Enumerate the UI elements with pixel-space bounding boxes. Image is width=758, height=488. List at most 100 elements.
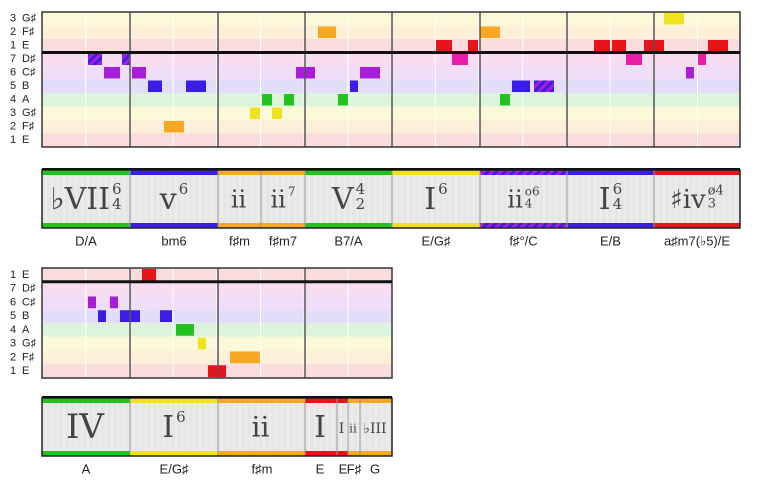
row-degree: 3: [10, 107, 16, 119]
chord-band: [392, 223, 480, 228]
note: [534, 80, 554, 92]
chord-box: [130, 170, 218, 228]
note: [318, 26, 336, 38]
chord-band: [360, 398, 392, 403]
chord-band: [348, 398, 360, 403]
note: [198, 337, 206, 350]
note: [468, 40, 478, 52]
chord-band: [218, 223, 261, 228]
note: [262, 94, 272, 106]
chord-band: [348, 451, 360, 456]
chord-band: [261, 223, 305, 228]
row-note: G♯: [22, 107, 37, 119]
chord-name: G: [370, 461, 380, 476]
figure: 7: [288, 184, 296, 198]
row-degree: 4: [10, 94, 16, 106]
chord-band: [42, 223, 130, 228]
note: [186, 80, 206, 92]
row-note: B: [22, 310, 29, 322]
roman-numeral: ♭VII: [50, 182, 110, 217]
note: [626, 53, 642, 65]
row-bg: [42, 79, 740, 93]
roman-numeral: ♭III: [363, 421, 386, 437]
chord-name: B7/A: [334, 233, 363, 248]
chord-band: [360, 451, 392, 456]
chord-box: [337, 398, 348, 456]
row-bg: [42, 25, 740, 39]
note: [148, 80, 162, 92]
note: [436, 40, 452, 52]
chord-name: E: [316, 461, 325, 476]
figure: 2: [356, 195, 366, 213]
row-degree: 6: [10, 67, 16, 79]
chord-band: [654, 170, 740, 175]
row-degree: 2: [10, 351, 16, 363]
figure: 6: [176, 408, 186, 426]
row-bg: [42, 133, 740, 147]
note: [132, 67, 146, 79]
chord-box: [305, 170, 392, 228]
chord-band: [130, 398, 218, 403]
row-note: F♯: [22, 121, 35, 133]
chord-band: [654, 223, 740, 228]
row-note: E: [22, 269, 29, 281]
figure: 3: [708, 197, 716, 212]
note: [350, 80, 358, 92]
chord-band: [567, 170, 654, 175]
chord-name: a♯m7(♭5)/E: [664, 233, 730, 248]
row-note: G♯: [22, 338, 37, 350]
row-degree: 7: [10, 53, 16, 65]
roman-numeral: ii: [252, 411, 270, 444]
chord-name: E/G♯: [160, 461, 189, 476]
note: [686, 67, 694, 79]
note: [104, 67, 120, 79]
row-degree: 3: [10, 338, 16, 350]
chord-box: [218, 398, 305, 456]
row-note: F♯: [22, 26, 35, 38]
figure: 4: [613, 195, 623, 213]
chord-band: [42, 398, 130, 403]
note: [160, 310, 172, 322]
chord-band: [480, 223, 567, 228]
roman-numeral: ii: [271, 186, 287, 214]
note: [230, 351, 260, 364]
figure: 4: [356, 180, 366, 198]
chord-name: D/A: [75, 233, 97, 248]
roman-numeral: I: [424, 182, 436, 217]
figure: 6: [613, 180, 623, 198]
chord-band: [305, 223, 392, 228]
roman-numeral: v: [159, 182, 177, 217]
note: [142, 269, 156, 281]
chord-band: [130, 170, 218, 175]
chord-band: [218, 398, 305, 403]
row-note: C♯: [22, 67, 36, 79]
roman-numeral: ♯iv: [670, 185, 706, 215]
note: [88, 53, 102, 65]
chord-band: [218, 451, 305, 456]
roman-numeral: V: [331, 182, 355, 217]
row-bg: [42, 39, 740, 53]
note: [500, 94, 510, 106]
note: [176, 324, 194, 336]
row-degree: 7: [10, 283, 16, 295]
chord-band: [337, 451, 348, 456]
row-degree: 1: [10, 134, 16, 146]
roman-numeral: ii: [507, 186, 523, 214]
row-note: E: [22, 40, 29, 52]
chord-box: [42, 170, 130, 228]
chord-name: F♯: [347, 461, 361, 476]
note: [708, 40, 728, 52]
note: [360, 67, 380, 79]
chord-name: E/B: [600, 233, 621, 248]
figure: 4: [112, 195, 122, 213]
chord-name: f♯m: [252, 461, 273, 476]
row-note: D♯: [22, 53, 36, 65]
note: [594, 40, 610, 52]
row-note: E: [22, 365, 29, 377]
figure: 4: [525, 196, 533, 210]
chord-band: [261, 170, 305, 175]
chord-box: [567, 170, 654, 228]
note: [452, 53, 468, 65]
chord-box: [480, 170, 567, 228]
note: [338, 94, 348, 106]
